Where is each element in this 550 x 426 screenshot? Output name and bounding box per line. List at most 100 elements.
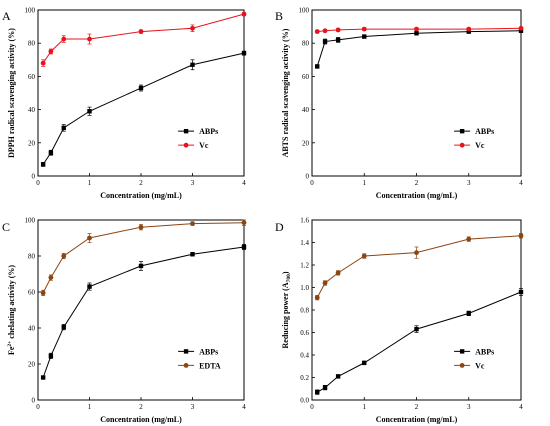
data-point <box>48 49 54 54</box>
panel-letter: A <box>2 9 11 23</box>
data-point <box>241 220 247 226</box>
x-tick-label: 1 <box>363 403 367 411</box>
x-tick-label: 0 <box>310 403 314 411</box>
x-axis-title: Concentration (mg/mL) <box>376 191 458 200</box>
x-tick-label: 4 <box>242 403 246 411</box>
data-point <box>518 289 524 295</box>
data-point <box>190 25 195 31</box>
series-abps <box>315 28 524 69</box>
legend-marker <box>459 349 465 354</box>
legend: ABPs Vc <box>178 127 218 150</box>
y-tick-label: 1.2 <box>300 262 309 270</box>
y-axis-title: ABTS radical scavenging activity (%) <box>281 28 290 157</box>
y-tick-label: 0.0 <box>300 397 309 405</box>
panel-letter: B <box>275 9 283 23</box>
data-point <box>322 280 328 286</box>
y-tick-label: 1.4 <box>300 239 309 247</box>
data-point <box>414 250 419 256</box>
data-point <box>190 62 195 67</box>
data-point <box>190 221 195 227</box>
data-point <box>40 60 46 66</box>
data-point <box>61 324 66 330</box>
series-vc <box>314 25 524 34</box>
y-tick-label: 60 <box>302 73 310 81</box>
y-tick-label: 80 <box>28 40 36 48</box>
y-tick-label: 80 <box>28 253 36 261</box>
data-point <box>518 28 524 33</box>
y-axis-title: Fe2+ chelating activity (%) <box>7 265 16 355</box>
data-point <box>61 253 67 259</box>
x-axis-title: Concentration (mg/mL) <box>100 415 182 424</box>
data-point <box>361 26 367 32</box>
data-point <box>335 37 341 43</box>
data-point <box>138 29 144 34</box>
legend-marker <box>183 363 189 368</box>
legend-marker <box>183 128 189 134</box>
x-tick-label: 0 <box>36 179 40 187</box>
y-tick-label: 0 <box>32 173 36 181</box>
data-point <box>335 270 341 276</box>
series-vc <box>40 11 247 67</box>
data-point <box>362 34 367 39</box>
legend-label: EDTA <box>199 361 221 370</box>
legend: ABPs Vc <box>454 347 494 370</box>
data-point <box>138 263 144 269</box>
y-tick-label: 100 <box>299 7 310 15</box>
legend-marker <box>459 363 465 368</box>
y-tick-label: 0.6 <box>300 329 309 337</box>
series-line <box>316 30 522 67</box>
series-line <box>316 291 522 393</box>
data-point <box>87 109 92 114</box>
plot-frame <box>37 9 245 177</box>
y-tick-label: 20 <box>302 139 310 147</box>
legend-label: Vc <box>475 361 485 370</box>
data-point <box>466 26 472 32</box>
x-tick-label: 2 <box>139 403 143 411</box>
data-point <box>414 31 419 36</box>
data-point <box>48 353 54 359</box>
data-point <box>138 85 144 91</box>
y-tick-label: 60 <box>28 289 36 297</box>
plot-frame <box>37 219 245 401</box>
y-tick-label: 0.2 <box>300 374 309 382</box>
data-point <box>314 29 320 34</box>
data-point <box>241 11 247 17</box>
y-axis-title: DPPH radical scavenging activity (%) <box>7 28 16 158</box>
y-tick-label: 0 <box>32 397 36 405</box>
data-point <box>466 236 472 242</box>
x-tick-label: 2 <box>139 179 143 187</box>
x-tick-label: 3 <box>467 403 471 411</box>
legend-label: ABPs <box>475 347 494 356</box>
series-vc <box>314 233 524 301</box>
data-point <box>87 284 92 289</box>
data-point <box>518 25 524 31</box>
y-tick-label: 0.4 <box>300 352 309 360</box>
y-tick-label: 40 <box>28 325 36 333</box>
data-point <box>315 389 320 395</box>
legend-label: ABPs <box>475 127 494 136</box>
y-tick-label: 60 <box>28 73 36 81</box>
series-line <box>42 13 245 64</box>
data-point <box>414 26 419 32</box>
data-point <box>190 252 195 257</box>
legend: ABPs Vc <box>454 127 494 150</box>
y-tick-label: 40 <box>302 106 310 114</box>
legend-label: Vc <box>199 141 209 150</box>
data-point <box>61 36 67 42</box>
data-point <box>361 253 367 259</box>
x-tick-label: 4 <box>519 179 523 187</box>
x-tick-label: 3 <box>191 403 195 411</box>
x-tick-label: 1 <box>88 403 92 411</box>
data-point <box>241 50 247 56</box>
legend-marker <box>459 128 465 134</box>
data-point <box>315 64 320 69</box>
data-point <box>466 29 471 34</box>
y-tick-label: 0 <box>306 173 310 181</box>
data-point <box>48 150 54 155</box>
data-point <box>61 125 66 131</box>
x-tick-label: 2 <box>415 403 419 411</box>
y-tick-label: 100 <box>25 217 36 225</box>
